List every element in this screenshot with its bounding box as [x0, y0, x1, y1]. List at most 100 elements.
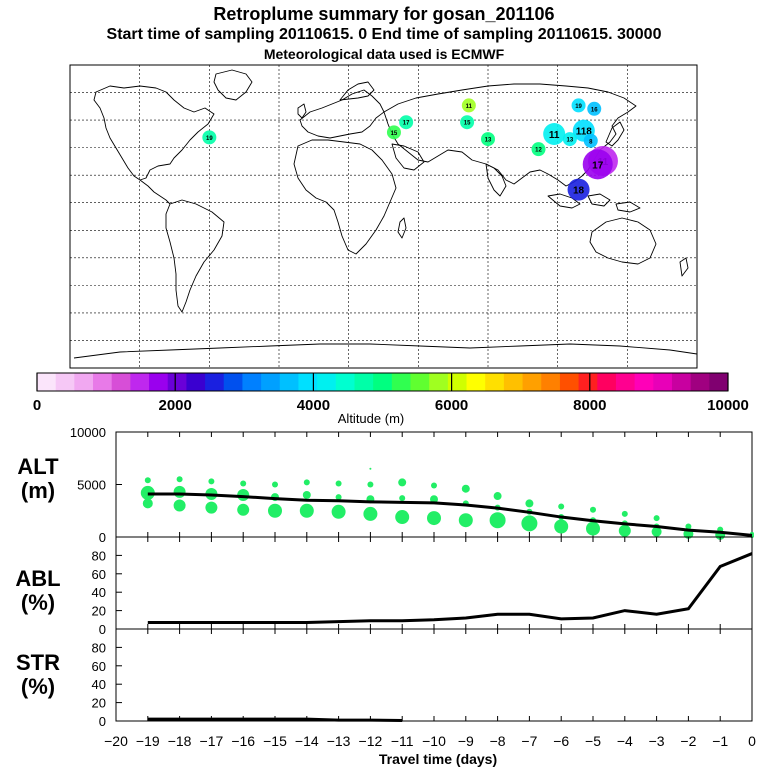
colorbar-swatch: [74, 373, 94, 391]
colorbar-swatch: [429, 373, 449, 391]
x-tick-label: −8: [490, 733, 506, 749]
altitude-marker: [272, 481, 278, 488]
x-tick-label: −18: [168, 733, 192, 749]
mean-altitude-line: [147, 492, 753, 537]
plume-cluster: [399, 115, 414, 130]
altitude-marker: [489, 512, 506, 529]
x-tick-label: −6: [553, 733, 569, 749]
colorbar-swatch: [410, 373, 430, 391]
altitude-marker: [363, 506, 378, 521]
altitude-marker: [369, 467, 372, 470]
colorbar-tick-label: 10000: [707, 397, 749, 414]
altitude-marker: [303, 479, 310, 486]
map-grid: [70, 65, 697, 368]
altitude-marker: [268, 503, 282, 518]
y-tick-label: 60: [92, 659, 106, 674]
x-tick-label: −10: [422, 733, 446, 749]
cluster-label: 19: [206, 136, 213, 142]
plume-cluster: [562, 132, 577, 147]
altitude-marker: [335, 480, 342, 487]
abl-panel: 0 20 40 60 80 ABL(%): [15, 536, 753, 637]
altitude-marker: [554, 519, 569, 534]
altitude-marker: [651, 526, 662, 537]
altitude-marker: [427, 511, 441, 526]
y-tick-label: 60: [92, 567, 106, 582]
world-map: 11171811118138161912151117151319: [69, 64, 698, 369]
colorbar-swatch: [261, 373, 281, 391]
plume-cluster: [571, 98, 586, 113]
plume-cluster: [583, 133, 598, 148]
altitude-marker: [521, 515, 538, 532]
y-tick-label: 0: [99, 714, 106, 729]
plume-cluster: [531, 142, 546, 157]
colorbar-tick-label: 8000: [573, 397, 606, 414]
colorbar-swatch: [167, 373, 187, 391]
coastlines: [73, 69, 698, 359]
colorbar-swatch: [279, 373, 299, 391]
y-tick-label: 0: [99, 530, 106, 545]
colorbar-swatch: [466, 373, 486, 391]
colorbar-swatch: [615, 373, 636, 391]
x-tick-label: −1: [712, 733, 728, 749]
cluster-label: 18: [573, 186, 585, 197]
colorbar-swatch: [541, 373, 561, 391]
cluster-label: 15: [391, 131, 398, 137]
altitude-marker: [399, 495, 406, 502]
colorbar-swatch: [522, 373, 542, 391]
x-tick-label: −13: [327, 733, 351, 749]
colorbar-swatch: [37, 373, 57, 391]
altitude-marker: [237, 503, 250, 516]
altitude-marker: [173, 499, 186, 512]
x-axis-title: Travel time (days): [379, 751, 497, 767]
altitude-marker: [431, 482, 437, 489]
altitude-marker: [525, 499, 534, 508]
cluster-label: 15: [464, 121, 471, 127]
x-tick-label: −16: [231, 733, 255, 749]
altitude-marker: [331, 504, 346, 519]
plume-cluster: [202, 130, 217, 145]
altitude-marker: [302, 491, 311, 499]
colorbar-swatch: [653, 373, 673, 391]
cluster-label: 19: [575, 104, 582, 110]
altitude-marker: [461, 484, 470, 493]
cluster-label: 8: [589, 139, 593, 145]
altitude-marker: [240, 480, 247, 487]
altitude-marker: [142, 498, 153, 509]
colorbar-swatch: [391, 373, 412, 391]
plume-clusters: 11171811118138161912151117151319: [202, 98, 618, 201]
alt-panel: 0 5000 10000 ALT(m): [17, 425, 754, 545]
y-tick-label: 40: [92, 585, 106, 600]
colorbar-tick-label: 6000: [435, 397, 468, 414]
colorbar-swatch: [111, 373, 131, 391]
x-tick-label: −4: [617, 733, 633, 749]
colorbar-swatch: [447, 373, 468, 391]
colorbar-swatch: [149, 373, 169, 391]
colorbar-swatch: [634, 373, 654, 391]
altitude-marker: [367, 481, 374, 488]
y-tick-label: 20: [92, 696, 106, 711]
colorbar-swatch: [186, 373, 206, 391]
cluster-label: 11: [549, 130, 560, 141]
altitude-marker: [586, 521, 600, 536]
cluster-label: 16: [591, 107, 598, 113]
str-line: [147, 717, 403, 723]
altitude-marker: [558, 503, 565, 510]
x-tick-label: −11: [391, 733, 414, 749]
colorbar-swatch: [223, 373, 243, 391]
cluster-label: 17: [592, 160, 604, 171]
plume-cluster: [460, 115, 475, 130]
colorbar-swatch: [578, 373, 598, 391]
altitude-marker: [205, 501, 218, 514]
x-tick-label: −3: [649, 733, 665, 749]
altitude-marker: [493, 492, 502, 501]
cluster-label: 11: [466, 104, 473, 110]
sampling-time-line: Start time of sampling 20110615. 0 End t…: [106, 26, 662, 43]
colorbar-swatch: [503, 373, 524, 391]
plume-cluster: [543, 123, 566, 146]
altitude-marker: [176, 476, 183, 483]
altitude-marker: [430, 495, 438, 504]
altitude-marker: [208, 478, 215, 485]
altitude-marker: [685, 523, 692, 530]
y-tick-label: 10000: [70, 425, 106, 440]
